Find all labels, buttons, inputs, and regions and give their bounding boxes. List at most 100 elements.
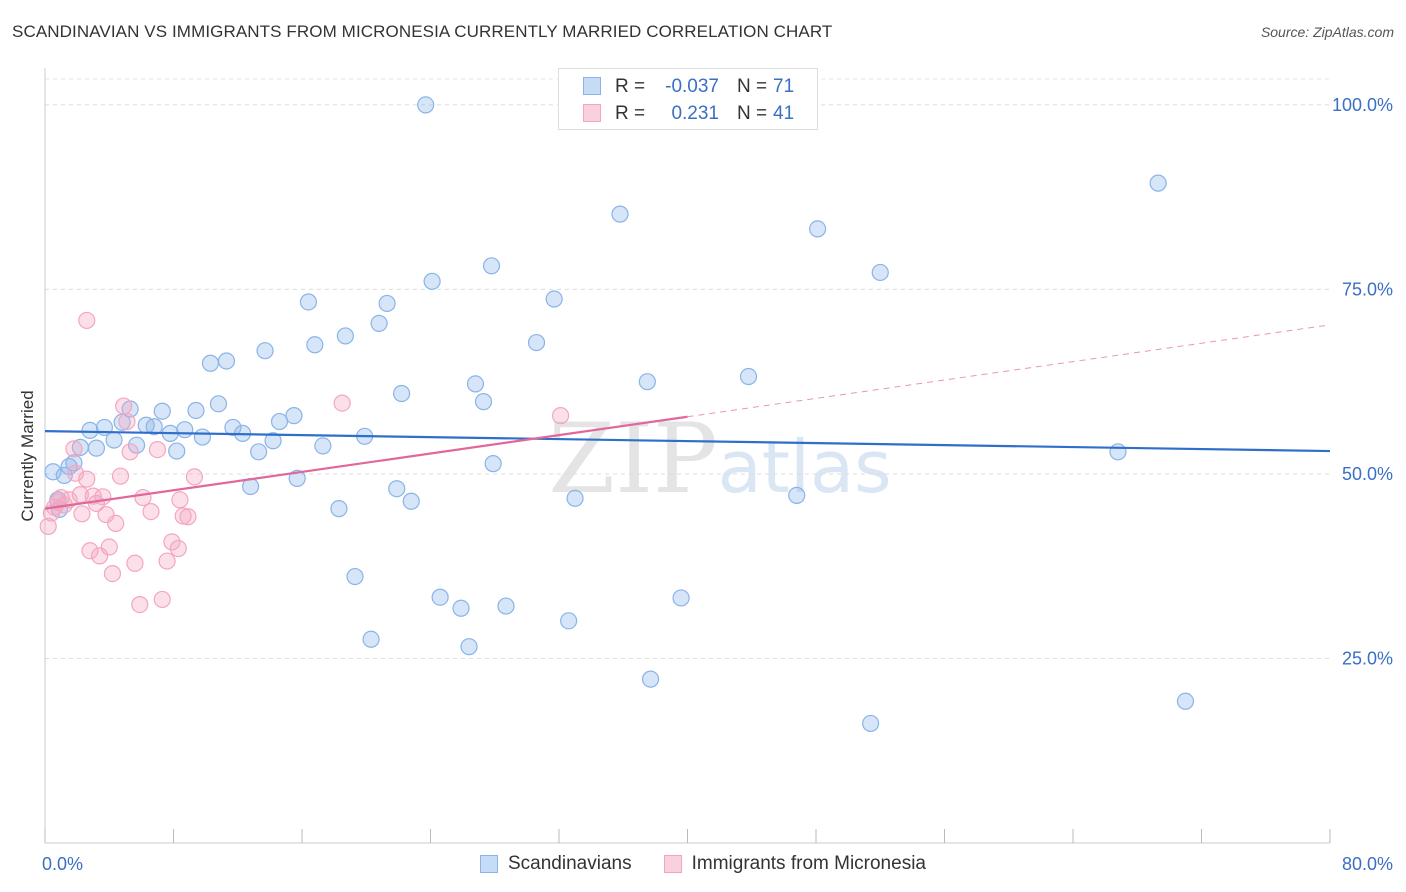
point-scandinavians [545, 290, 563, 308]
point-scandinavians [1149, 174, 1167, 192]
point-micronesia [131, 595, 149, 614]
point-micronesia [185, 468, 203, 486]
point-scandinavians [560, 612, 578, 630]
point-micronesia [142, 502, 160, 521]
point-scandinavians [336, 327, 354, 345]
point-micronesia [158, 552, 176, 570]
point-micronesia [100, 538, 118, 556]
point-micronesia [103, 564, 122, 583]
y-tick-label: 100.0% [1332, 95, 1393, 115]
point-scandinavians [105, 431, 123, 449]
point-scandinavians [739, 367, 758, 386]
point-micronesia [73, 505, 91, 523]
point-scandinavians [256, 342, 274, 360]
point-scandinavians [431, 588, 449, 606]
n-value-scandinavians: 71 [773, 76, 795, 97]
stats-legend: R = -0.037 N = 71 R = 0.231 N = 41 [558, 68, 818, 130]
point-scandinavians [484, 455, 502, 473]
legend-label-scandinavians: Scandinavians [508, 853, 632, 874]
point-scandinavians [402, 492, 420, 510]
point-micronesia [107, 514, 125, 533]
legend-label-micronesia: Immigrants from Micronesia [691, 853, 926, 874]
y-tick-label: 50.0% [1342, 464, 1393, 484]
r-label: R = [615, 103, 646, 124]
point-scandinavians [611, 205, 629, 223]
point-scandinavians [378, 294, 396, 313]
series-swatch-scandinavians [583, 77, 601, 95]
point-scandinavians [264, 432, 282, 450]
n-value-micronesia: 41 [773, 103, 795, 124]
point-scandinavians [285, 407, 303, 425]
point-scandinavians [288, 469, 306, 487]
stats-row-scandinavians: R = -0.037 N = 71 [559, 74, 817, 100]
point-micronesia [153, 590, 171, 609]
point-scandinavians [388, 480, 406, 498]
point-scandinavians [250, 443, 268, 461]
point-micronesia [115, 397, 133, 415]
point-scandinavians [566, 489, 584, 507]
trendline-micronesia-extension [687, 324, 1331, 418]
x-tick-label-min: 0.0% [42, 854, 83, 874]
point-scandinavians [362, 630, 380, 648]
point-micronesia [171, 491, 189, 509]
point-micronesia [163, 533, 181, 551]
r-value-micronesia: 0.231 [671, 103, 719, 124]
trendline-micronesia [44, 415, 688, 510]
legend-item-micronesia: Immigrants from Micronesia [663, 852, 926, 876]
point-scandinavians [346, 567, 364, 586]
point-scandinavians [788, 486, 806, 504]
stats-row-micronesia: R = 0.231 N = 41 [559, 101, 817, 127]
point-micronesia [65, 440, 83, 458]
point-scandinavians [423, 272, 441, 290]
point-scandinavians [224, 418, 242, 437]
chart-title: SCANDINAVIAN VS IMMIGRANTS FROM MICRONES… [12, 22, 833, 41]
point-scandinavians [527, 333, 546, 352]
trendline-scandinavians [44, 430, 1331, 453]
x-tick-label-max: 80.0% [1342, 854, 1393, 874]
point-scandinavians [209, 395, 228, 413]
point-scandinavians [127, 436, 146, 454]
point-scandinavians [201, 354, 220, 372]
point-scandinavians [193, 428, 212, 446]
point-scandinavians [1176, 692, 1195, 710]
point-micronesia [118, 412, 136, 431]
point-scandinavians [87, 439, 106, 457]
point-scandinavians [641, 670, 660, 688]
point-scandinavians [187, 401, 205, 420]
chart-source: Source: ZipAtlas.com [1260, 24, 1394, 40]
point-scandinavians [44, 463, 62, 481]
point-scandinavians [392, 384, 411, 403]
point-scandinavians [270, 412, 289, 431]
point-scandinavians [299, 293, 318, 311]
point-scandinavians [145, 418, 163, 436]
point-scandinavians [460, 638, 478, 656]
legend-swatch-scandinavians [480, 855, 498, 873]
point-micronesia [121, 443, 139, 461]
point-scandinavians [474, 393, 493, 411]
point-scandinavians [497, 597, 515, 615]
point-scandinavians [466, 375, 485, 393]
n-label: N = [737, 103, 768, 124]
point-scandinavians [417, 96, 435, 114]
point-micronesia [126, 554, 144, 572]
point-scandinavians [168, 442, 186, 460]
point-scandinavians [638, 373, 656, 391]
y-tick-label: 25.0% [1342, 648, 1393, 668]
point-scandinavians [176, 421, 194, 439]
point-scandinavians [809, 220, 827, 238]
point-micronesia [333, 394, 351, 412]
series-legend: Scandinavians Immigrants from Micronesia [0, 852, 1406, 876]
point-scandinavians [862, 714, 880, 733]
y-tick-label: 75.0% [1342, 279, 1393, 299]
point-micronesia [179, 508, 197, 526]
point-scandinavians [217, 352, 236, 370]
r-value-scandinavians: -0.037 [665, 76, 719, 97]
point-micronesia [148, 440, 167, 459]
y-axis-label: Currently Married [18, 390, 37, 521]
point-scandinavians [306, 336, 324, 354]
point-scandinavians [1109, 443, 1127, 461]
point-micronesia [39, 517, 57, 535]
point-scandinavians [370, 314, 388, 332]
point-scandinavians [482, 257, 501, 275]
watermark: ZIPatlas [548, 403, 891, 515]
